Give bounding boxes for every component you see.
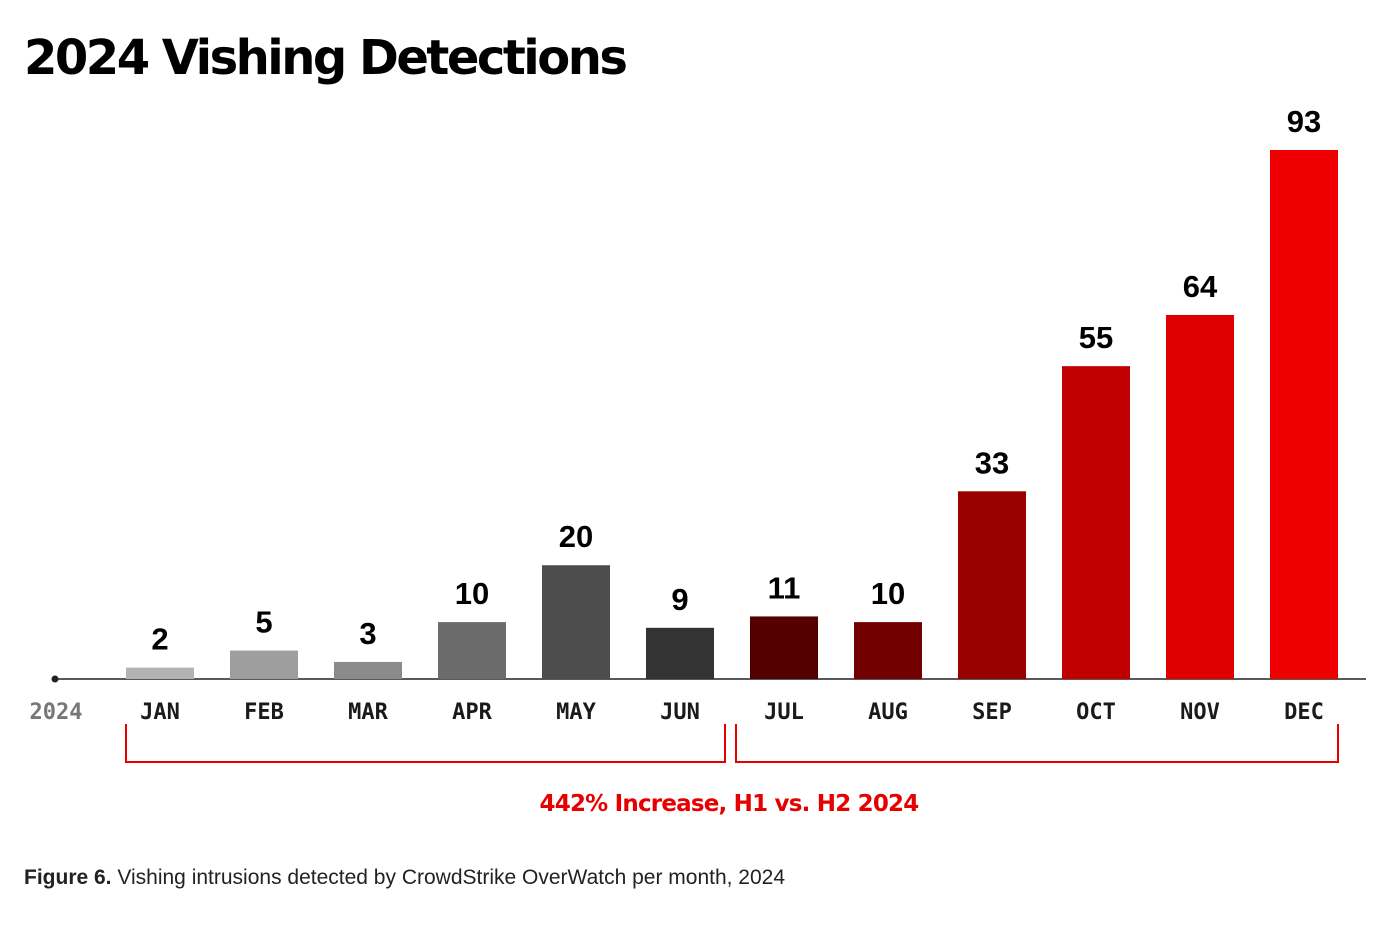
tick-label-apr: APR <box>452 700 492 725</box>
tick-label-aug: AUG <box>868 700 908 725</box>
axis-origin-dot <box>51 675 59 683</box>
tick-label-feb: FEB <box>244 700 284 725</box>
tick-label-nov: NOV <box>1180 700 1220 725</box>
caption-label: Figure 6. <box>24 866 112 889</box>
value-label-jul: 11 <box>768 570 801 605</box>
value-label-nov: 64 <box>1183 269 1218 304</box>
value-label-aug: 10 <box>871 576 905 611</box>
bar-chart: 2024 2 5 3 10 20 9 11 10 33 55 64 93 JAN FEB MAR APR MA… <box>30 104 1366 817</box>
value-label-jan: 2 <box>151 622 168 657</box>
value-label-feb: 5 <box>255 605 272 640</box>
bar-apr <box>438 622 506 679</box>
bar-jan <box>126 667 194 679</box>
tick-label-mar: MAR <box>348 700 388 725</box>
bar-jul <box>750 616 818 679</box>
value-label-jun: 9 <box>671 582 688 617</box>
tick-label-dec: DEC <box>1284 700 1324 725</box>
value-label-oct: 55 <box>1079 320 1113 355</box>
tick-label-jun: JUN <box>660 700 700 725</box>
tick-label-oct: OCT <box>1076 700 1116 725</box>
tick-label-may: MAY <box>556 700 596 725</box>
h1-bracket <box>125 724 726 763</box>
figure-caption: Figure 6. Vishing intrusions detected by… <box>24 866 785 890</box>
bar-aug <box>854 622 922 679</box>
bar-sep <box>958 491 1026 679</box>
value-label-apr: 10 <box>455 576 489 611</box>
tick-label-sep: SEP <box>972 700 1012 725</box>
value-label-may: 20 <box>559 519 593 554</box>
chart-title: 2024 Vishing Detections <box>24 30 628 86</box>
tick-label-jul: JUL <box>764 700 804 725</box>
bar-dec <box>1270 150 1338 679</box>
value-label-dec: 93 <box>1287 104 1321 139</box>
bar-mar <box>334 661 402 679</box>
bar-jun <box>646 627 714 679</box>
h2-bracket <box>735 724 1339 763</box>
year-label: 2024 <box>30 700 83 725</box>
increase-annotation: 442% Increase, H1 vs. H2 2024 <box>540 791 919 817</box>
value-label-sep: 33 <box>975 445 1009 480</box>
bar-nov <box>1166 314 1234 679</box>
bar-feb <box>230 650 298 679</box>
tick-label-jan: JAN <box>140 700 180 725</box>
value-label-mar: 3 <box>359 616 376 651</box>
bar-oct <box>1062 366 1130 679</box>
caption-text: Vishing intrusions detected by CrowdStri… <box>111 866 786 889</box>
bar-may <box>542 565 610 679</box>
